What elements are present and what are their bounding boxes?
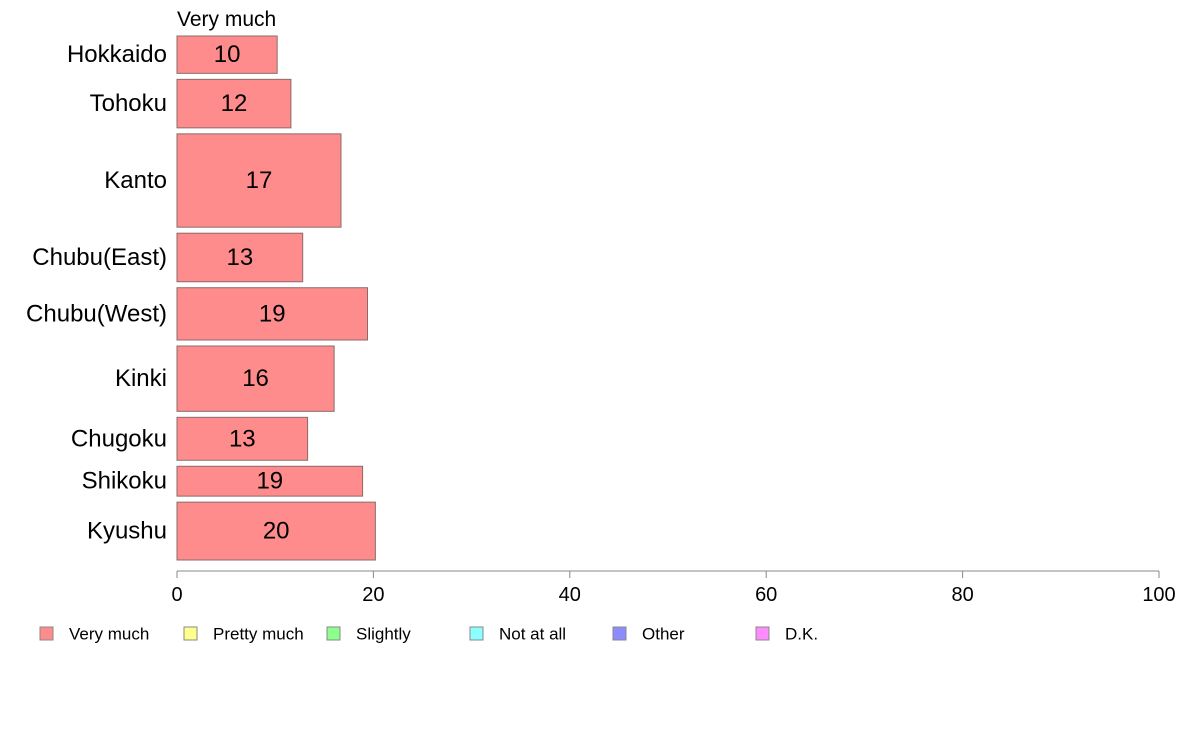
data-label: 13 — [226, 244, 253, 271]
bar-segment — [176, 416, 309, 461]
category-label: Chugoku — [71, 425, 167, 452]
category-label: Kyushu — [87, 518, 167, 545]
legend-label: Very much — [69, 625, 149, 644]
bar-segment — [176, 501, 376, 561]
data-label: 17 — [246, 167, 273, 194]
bar-segment — [176, 232, 304, 283]
category-label: Tohoku — [90, 90, 167, 117]
bar-segment — [176, 133, 342, 228]
bar-segment — [176, 35, 278, 74]
bar-segment — [176, 345, 335, 412]
bar-segment — [176, 287, 369, 341]
data-label: 20 — [263, 518, 290, 545]
legend-label: Other — [642, 625, 685, 644]
x-tick-label: 100 — [1142, 584, 1175, 606]
category-label: Chubu(West) — [26, 300, 167, 327]
legend-label: Not at all — [499, 625, 566, 644]
legend-swatch — [612, 626, 627, 641]
series-heading: Very much — [177, 8, 276, 31]
data-label: 19 — [259, 300, 286, 327]
legend-swatch — [39, 626, 54, 641]
legend-label: Slightly — [356, 625, 411, 644]
x-tick-label: 0 — [171, 584, 182, 606]
data-label: 12 — [221, 90, 248, 117]
data-label: 19 — [256, 468, 283, 495]
category-label: Chubu(East) — [32, 244, 167, 271]
x-tick-label: 60 — [755, 584, 777, 606]
category-label: Kinki — [115, 365, 167, 392]
x-tick-label: 80 — [951, 584, 973, 606]
x-tick-label: 40 — [559, 584, 581, 606]
data-label: 13 — [229, 425, 256, 452]
category-label: Kanto — [104, 167, 167, 194]
legend-swatch — [755, 626, 770, 641]
legend-swatch — [469, 626, 484, 641]
legend-swatch — [183, 626, 198, 641]
data-label: 16 — [242, 365, 269, 392]
legend-label: D.K. — [785, 625, 818, 644]
category-label: Shikoku — [82, 468, 167, 495]
bar-segment — [176, 78, 292, 129]
x-tick-label: 20 — [362, 584, 384, 606]
bar-segment — [176, 465, 364, 497]
category-label: Hokkaido — [67, 41, 167, 68]
legend-swatch — [326, 626, 341, 641]
legend-label: Pretty much — [213, 625, 304, 644]
data-label: 10 — [214, 41, 241, 68]
